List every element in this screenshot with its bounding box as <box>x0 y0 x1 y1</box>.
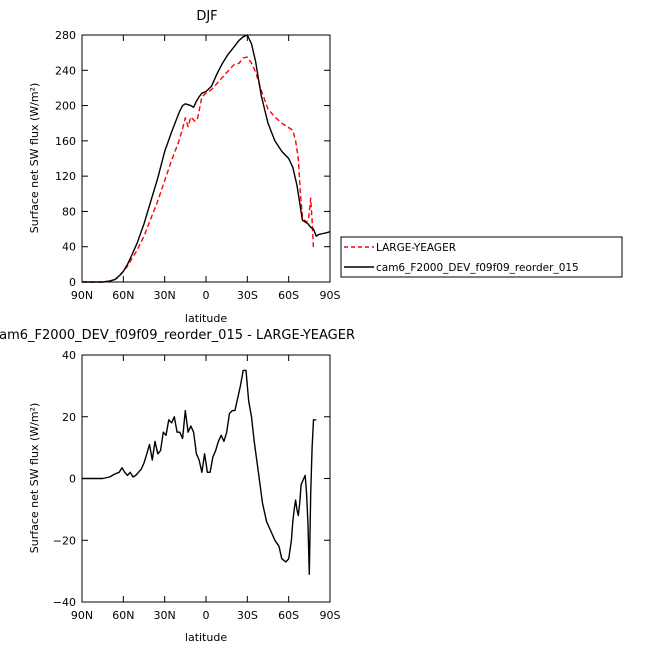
bottom-x-axis: 90N 60N 30N 0 30S 60S 90S <box>71 355 341 622</box>
legend-box <box>340 236 623 278</box>
bottom-plot-frame <box>81 354 331 603</box>
bottom-y-axis-label: Surface net SW flux (W/m²) <box>28 403 41 554</box>
top-x-axis-label: latitude <box>185 312 227 325</box>
bottom-y-tick-label: 20 <box>62 411 76 424</box>
top-plot-frame <box>81 34 331 283</box>
bottom-chart-title: cam6_F2000_DEV_f09f09_reorder_015 - LARG… <box>0 328 355 343</box>
bottom-x-tick-label: 30N <box>154 609 176 622</box>
top-x-tick-label: 60S <box>278 289 299 302</box>
top-y-axis-label: Surface net SW flux (W/m²) <box>28 83 41 234</box>
top-x-tick-label: 0 <box>203 289 210 302</box>
top-x-tick-label: 90N <box>71 289 93 302</box>
bottom-y-tick-label: −40 <box>53 596 76 609</box>
bottom-x-tick-label: 60S <box>278 609 299 622</box>
top-series-lines <box>82 34 331 283</box>
bottom-x-tick-label: 90N <box>71 609 93 622</box>
bottom-y-axis: −40 −20 0 20 40 <box>53 349 330 609</box>
top-y-axis: 0 40 80 120 160 200 240 280 <box>55 29 330 289</box>
bottom-x-tick-label: 30S <box>237 609 258 622</box>
bottom-x-tick-label: 90S <box>320 609 341 622</box>
top-series-line-0 <box>82 56 315 283</box>
top-y-tick-label: 160 <box>55 135 76 148</box>
top-x-axis: 90N 60N 30N 0 30S 60S 90S <box>71 35 341 302</box>
top-panel: DJF 0 40 80 120 160 200 240 280 90N 60N 30N 0 30S 60… <box>28 9 623 325</box>
top-y-tick-label: 80 <box>62 205 76 218</box>
top-x-tick-label: 30S <box>237 289 258 302</box>
top-chart-title: DJF <box>196 9 217 24</box>
bottom-x-tick-label: 60N <box>112 609 134 622</box>
top-y-tick-label: 200 <box>55 100 76 113</box>
bottom-series-line-0 <box>82 369 317 575</box>
bottom-y-tick-label: −20 <box>53 534 76 547</box>
top-y-tick-label: 0 <box>69 276 76 289</box>
bottom-panel: cam6_F2000_DEV_f09f09_reorder_015 - LARG… <box>0 328 355 644</box>
bottom-x-axis-label: latitude <box>185 631 227 644</box>
top-y-tick-label: 280 <box>55 29 76 42</box>
top-series-line-1 <box>82 34 331 283</box>
bottom-series-lines <box>82 369 317 575</box>
bottom-y-tick-label: 40 <box>62 349 76 362</box>
bottom-y-tick-label: 0 <box>69 473 76 486</box>
top-y-tick-label: 40 <box>62 241 76 254</box>
legend-label-large-yeager: LARGE-YEAGER <box>376 242 456 254</box>
top-x-tick-label: 90S <box>320 289 341 302</box>
legend-label-cam6: cam6_F2000_DEV_f09f09_reorder_015 <box>376 262 579 274</box>
top-y-tick-label: 240 <box>55 64 76 77</box>
legend: LARGE-YEAGER cam6_F2000_DEV_f09f09_reord… <box>340 236 623 278</box>
top-x-tick-label: 60N <box>112 289 134 302</box>
bottom-x-tick-label: 0 <box>203 609 210 622</box>
top-x-tick-label: 30N <box>154 289 176 302</box>
top-y-tick-label: 120 <box>55 170 76 183</box>
